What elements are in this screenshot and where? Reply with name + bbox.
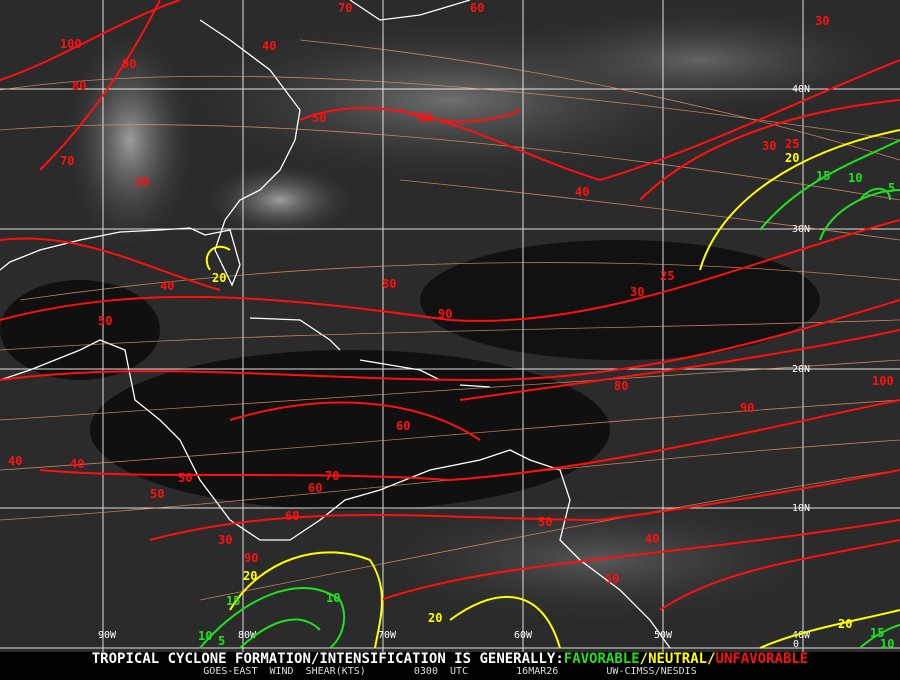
lat-label: 10N	[792, 503, 810, 514]
product-info: GOES-EAST WIND SHEAR(KTS) 0300 UTC 16MAR…	[0, 666, 900, 678]
contour-label: 70	[325, 469, 339, 483]
contour-label: 30	[218, 533, 232, 547]
contour-label: 60	[470, 1, 484, 15]
favorable-label: FAVORABLE	[563, 651, 640, 667]
contour-label: 10	[326, 591, 340, 605]
contour-label: 30	[762, 139, 776, 153]
latitude-labels: 40N 30N 20N 10N 0	[792, 84, 810, 650]
contour-label: 60	[396, 419, 410, 433]
shear-contours-favorable	[199, 139, 900, 649]
contour-label: 20	[838, 617, 852, 631]
data-source: UW-CIMSS/NESDIS	[606, 666, 697, 677]
contour-label: 5	[888, 181, 895, 195]
contour-label: 40	[575, 185, 589, 199]
lon-label: 40W	[792, 630, 811, 641]
legend-footer: TROPICAL CYCLONE FORMATION/INTENSIFICATI…	[0, 652, 900, 680]
contour-label: 30	[630, 285, 644, 299]
contour-label: 30	[815, 14, 829, 28]
contour-label: 70	[338, 1, 352, 15]
contour-label: 50	[150, 487, 164, 501]
contour-label: 40	[645, 532, 659, 546]
shear-contours-neutral	[205, 129, 900, 649]
lat-label: 0	[793, 639, 799, 650]
contour-label: 10	[880, 637, 894, 651]
contour-label: 40	[8, 454, 22, 468]
contour-labels-neutral: 20 20 20 20 20	[212, 151, 852, 631]
headline-text: TROPICAL CYCLONE FORMATION/INTENSIFICATI…	[91, 651, 564, 667]
lon-label: 60W	[514, 630, 533, 641]
contour-label: 90	[244, 551, 258, 565]
coastlines	[0, 0, 671, 649]
contour-label: 20	[428, 611, 442, 625]
streamlines	[0, 39, 900, 601]
map-canvas: 40N 30N 20N 10N 0 90W 80W 70W 60W 50W 40…	[0, 0, 900, 652]
contour-label: 10	[198, 629, 212, 643]
contour-label: 25	[660, 269, 674, 283]
longitude-labels: 90W 80W 70W 60W 50W 40W	[98, 630, 811, 641]
valid-date: 16MAR26	[516, 666, 559, 677]
contour-label: 100	[60, 37, 82, 51]
contour-label: 15	[870, 626, 884, 640]
lon-label: 80W	[238, 630, 257, 641]
contour-label: 40	[70, 457, 84, 471]
contour-label: 60	[285, 509, 299, 523]
valid-time: 0300 UTC	[413, 666, 469, 677]
lon-label: 70W	[378, 630, 397, 641]
contour-label: 15	[226, 594, 240, 608]
lat-label: 30N	[792, 224, 810, 235]
graticule	[0, 0, 900, 652]
contour-label: 40	[262, 39, 276, 53]
contour-label: 90	[122, 57, 136, 71]
contour-label: 90	[740, 401, 754, 415]
contour-labels-favorable: 15 10 5 15 10 5 10 15 10	[198, 169, 895, 651]
contour-label: 50	[178, 471, 192, 485]
separator: /	[639, 651, 649, 667]
lat-label: 20N	[792, 364, 810, 375]
product-name: GOES-EAST WIND SHEAR(KTS)	[203, 666, 366, 677]
contour-label: 50	[605, 572, 619, 586]
unfavorable-label: UNFAVORABLE	[715, 651, 809, 667]
lon-label: 90W	[98, 630, 117, 641]
lat-label: 40N	[792, 84, 810, 95]
contour-label: 60	[308, 481, 322, 495]
neutral-label: NEUTRAL	[648, 651, 708, 667]
contour-label: 50	[98, 314, 112, 328]
contour-label: 25	[785, 137, 799, 151]
contour-label: 80	[72, 79, 86, 93]
contour-label: 70	[60, 154, 74, 168]
contour-label: 100	[872, 374, 894, 388]
contour-label: 5	[218, 634, 225, 648]
contour-label: 20	[243, 569, 257, 583]
contour-label: 20	[785, 151, 799, 165]
shear-contours-unfavorable	[0, 0, 900, 611]
contour-label: 50	[312, 111, 326, 125]
contour-label: 60	[418, 111, 432, 125]
contour-label: 30	[135, 175, 149, 189]
contour-label: 80	[614, 379, 628, 393]
separator: /	[707, 651, 716, 667]
legend-headline: TROPICAL CYCLONE FORMATION/INTENSIFICATI…	[0, 652, 900, 666]
contour-label: 15	[816, 169, 830, 183]
contour-label: 20	[212, 271, 226, 285]
contour-label: 50	[538, 515, 552, 529]
contour-label: 40	[160, 279, 174, 293]
contour-labels-unfavorable: 70 60 100 80 90 70 50 40 30 40 50 60 80 …	[8, 1, 894, 586]
contour-label: 10	[848, 171, 862, 185]
contour-label: 90	[438, 307, 452, 321]
contour-label: 80	[382, 277, 396, 291]
lon-label: 50W	[654, 630, 673, 641]
